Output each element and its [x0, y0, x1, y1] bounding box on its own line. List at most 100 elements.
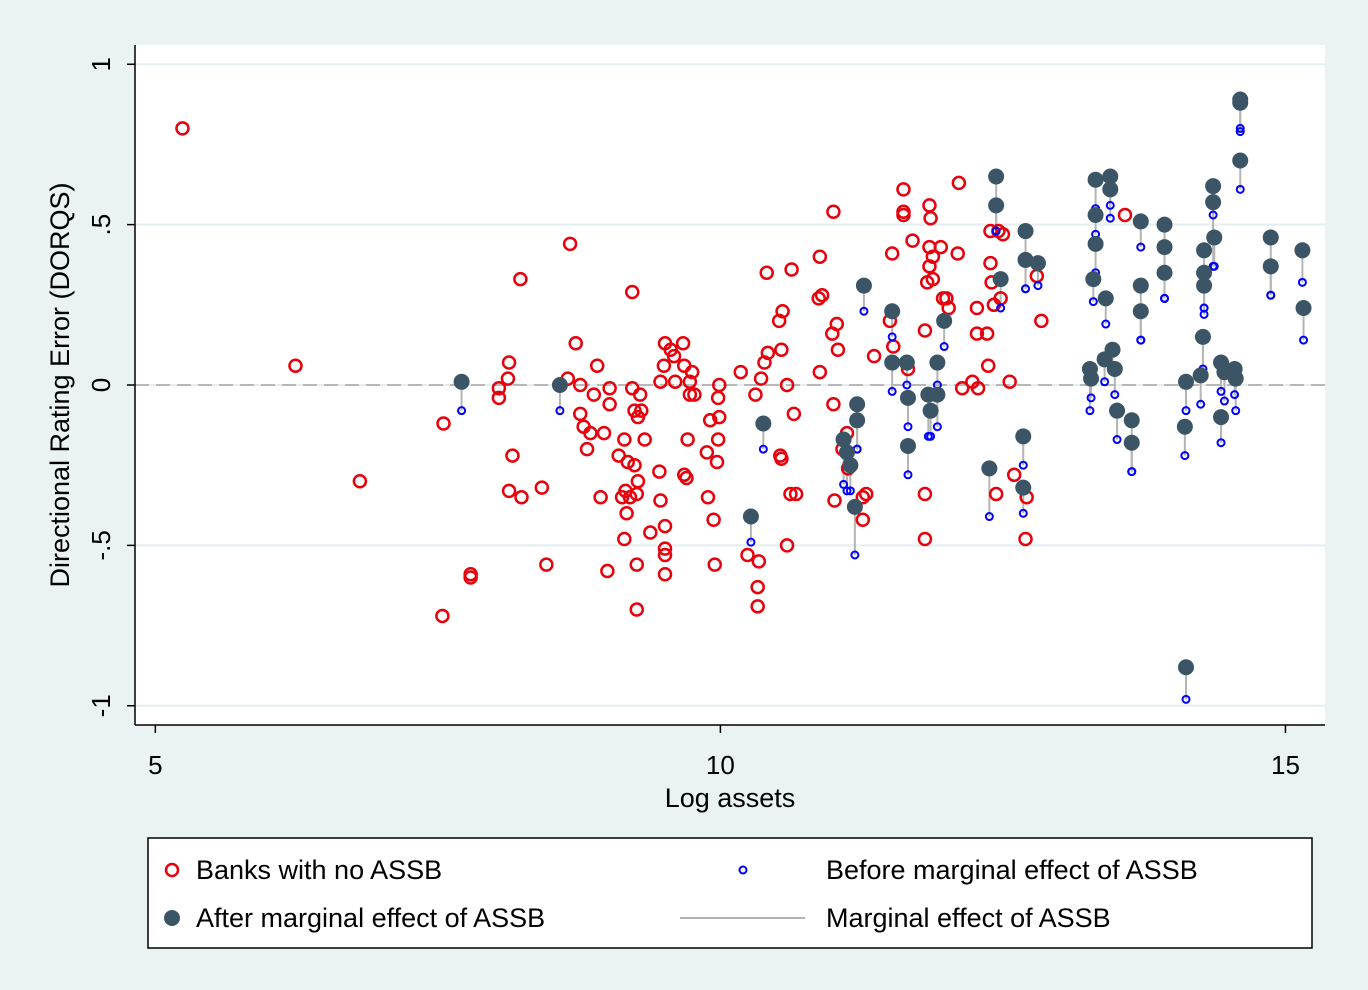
after-point: [1132, 213, 1149, 230]
no-assb-point: [917, 323, 933, 338]
before-point: [887, 386, 897, 396]
before-point: [1230, 390, 1240, 400]
no-assb-point: [491, 390, 507, 406]
before-point: [555, 406, 565, 416]
before-point: [1100, 377, 1110, 387]
after-point: [1232, 94, 1249, 111]
no-assb-point: [352, 473, 368, 489]
y-tick-label: .5: [86, 214, 116, 236]
no-assb-point: [917, 486, 933, 502]
before-point: [1086, 393, 1096, 403]
no-assb-point: [811, 291, 826, 306]
no-assb-point: [643, 525, 658, 540]
after-point: [1109, 402, 1126, 419]
no-assb-point: [988, 486, 1004, 502]
no-assb-point: [579, 441, 595, 457]
after-point: [1177, 373, 1194, 390]
no-assb-point: [779, 538, 795, 553]
after-point: [899, 437, 916, 454]
after-point: [1132, 303, 1149, 320]
no-assb-point: [1034, 313, 1049, 329]
no-assb-point: [950, 246, 965, 261]
no-assb-point: [600, 563, 615, 579]
no-assb-point: [707, 557, 722, 572]
no-assb-point: [435, 608, 450, 624]
after-point: [1295, 300, 1312, 317]
before-point: [1297, 277, 1307, 287]
after-point: [1102, 168, 1119, 185]
no-assb-point: [788, 486, 804, 502]
after-point: [981, 460, 998, 477]
after-point: [1205, 194, 1222, 211]
legend-marker: [164, 910, 180, 926]
before-point: [1266, 290, 1276, 300]
no-assb-point: [513, 271, 528, 287]
before-point: [1018, 460, 1028, 470]
after-point: [846, 498, 863, 515]
no-assb-point: [970, 380, 986, 396]
after-point: [929, 386, 946, 403]
after-point: [988, 197, 1005, 214]
no-assb-point: [675, 336, 691, 351]
y-axis-label: Directional Rating Error (DORQS): [45, 182, 75, 587]
after-point: [1262, 258, 1279, 275]
no-assb-point: [622, 490, 638, 505]
no-assb-point: [629, 602, 645, 617]
after-point: [1213, 409, 1230, 426]
after-point: [849, 412, 866, 429]
no-assb-point: [969, 300, 985, 316]
no-assb-point: [812, 249, 828, 264]
after-point: [929, 354, 946, 371]
no-assb-point: [827, 493, 842, 508]
no-assb-point: [627, 457, 642, 473]
no-assb-point: [954, 380, 970, 396]
no-assb-point: [602, 396, 617, 412]
after-point: [842, 457, 859, 474]
after-point: [1196, 264, 1213, 281]
no-assb-point: [917, 531, 933, 547]
after-point: [1156, 239, 1173, 256]
before-point: [1209, 261, 1219, 271]
after-point: [1177, 659, 1194, 676]
no-assb-point: [624, 284, 640, 300]
after-point: [1087, 171, 1104, 188]
legend-marker: [164, 862, 180, 878]
before-point: [1235, 127, 1245, 137]
before-point: [1181, 406, 1191, 416]
no-assb-point: [779, 377, 795, 393]
no-assb-point: [602, 380, 617, 396]
before-point: [902, 380, 912, 390]
before-point: [1105, 213, 1115, 223]
no-assb-point: [534, 480, 550, 495]
after-point: [1087, 235, 1104, 252]
before-point: [1127, 467, 1137, 477]
before-point: [1085, 406, 1095, 416]
no-assb-point: [667, 374, 683, 390]
no-assb-point: [814, 287, 830, 303]
no-assb-point: [748, 387, 763, 402]
no-assb-point: [175, 121, 190, 136]
after-point: [1132, 277, 1149, 294]
after-point: [1227, 370, 1244, 387]
no-assb-point: [826, 396, 841, 412]
after-point: [1104, 341, 1121, 358]
before-point: [1160, 293, 1170, 303]
no-assb-point: [830, 342, 846, 357]
after-point: [1176, 418, 1193, 435]
no-assb-point: [980, 358, 996, 374]
no-assb-point: [753, 371, 769, 386]
no-assb-point: [925, 271, 941, 287]
after-point: [992, 271, 1009, 288]
before-point: [1299, 335, 1309, 345]
before-point: [1110, 390, 1120, 400]
before-point: [1199, 309, 1209, 319]
no-assb-point: [896, 182, 911, 197]
after-point: [1017, 251, 1034, 268]
no-assb-point: [712, 409, 727, 425]
x-tick-label: 15: [1271, 750, 1300, 780]
after-point: [1206, 229, 1223, 246]
before-point: [845, 486, 855, 496]
no-assb-point: [653, 493, 668, 508]
no-assb-point: [589, 358, 605, 374]
